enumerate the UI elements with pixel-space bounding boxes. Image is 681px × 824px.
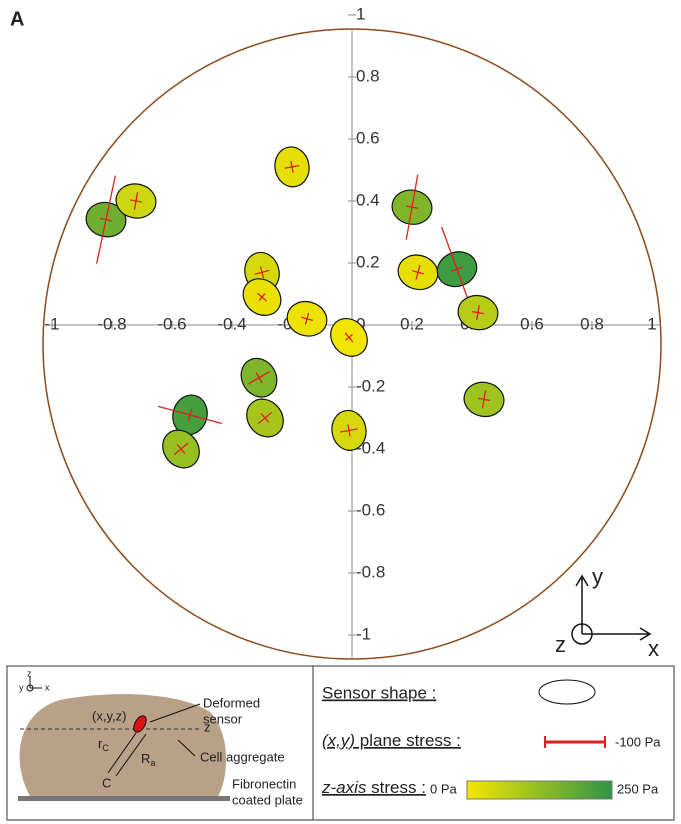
x-tick-label: -0.8 (97, 314, 126, 333)
x-tick-label: -0.4 (217, 314, 246, 333)
subscript: C (102, 743, 109, 753)
schematic-label: Cell aggregate (200, 749, 285, 764)
colorbar-label: 250 Pa (617, 781, 659, 796)
schematic-axis: y (19, 682, 24, 692)
y-tick-label: 0.6 (356, 128, 380, 147)
symbol: R (141, 751, 150, 766)
panel-label: A (10, 8, 24, 30)
legend-part: z-axis (321, 778, 367, 797)
schematic-axis: z (27, 668, 32, 678)
x-tick-label: 1 (647, 314, 656, 333)
schematic-label: coated plate (232, 792, 303, 807)
x-tick-label: 0.2 (400, 314, 424, 333)
legend-label: Sensor shape : (322, 683, 436, 702)
x-tick-label: -1 (44, 314, 59, 333)
x-tick-label: 0.8 (580, 314, 604, 333)
colorbar (467, 781, 612, 799)
legend-part: stress : (366, 778, 426, 797)
y-tick-label: -0.6 (356, 500, 385, 519)
schematic-label: z (204, 719, 211, 734)
y-tick-label: 0.8 (356, 66, 380, 85)
y-tick-label: 0.2 (356, 252, 380, 271)
axis-letter: z (555, 632, 566, 657)
legend-label: z-axis stress : (321, 778, 426, 797)
schematic-label: (x,y,z) (92, 708, 126, 723)
schematic-label: Fibronectin (232, 776, 296, 791)
figure: A -1 -0.8 -0.6 -0.4 -0.2 0.2 0.4 0.6 0.8 1 1 0.8 0.6… (0, 0, 681, 824)
legend-label: (x,y) plane stress : (322, 731, 461, 750)
x-tick-label: -0.6 (157, 314, 186, 333)
y-tick-label: -0.8 (356, 562, 385, 581)
legend-part: plane stress : (355, 731, 461, 750)
y-tick-label: -0.2 (356, 376, 385, 395)
schematic (18, 676, 230, 801)
schematic-label: Deformed (203, 695, 260, 710)
legend-part: (x,y) (322, 731, 355, 750)
axis-letter: x (648, 636, 659, 661)
colorbar-label: 0 Pa (430, 781, 458, 796)
scale-label: -100 Pa (615, 734, 661, 749)
schematic-axis: x (45, 682, 50, 692)
y-tick-label: -1 (356, 624, 371, 643)
y-tick-label: 1 (356, 4, 365, 23)
legend-ellipse (539, 680, 595, 704)
orientation-axes (572, 576, 650, 644)
axis-letter: y (592, 564, 603, 589)
y-tick-label: 0.4 (356, 190, 380, 209)
schematic-label: C (102, 775, 111, 790)
x-tick-label: 0.6 (520, 314, 544, 333)
subscript: a (150, 758, 155, 768)
